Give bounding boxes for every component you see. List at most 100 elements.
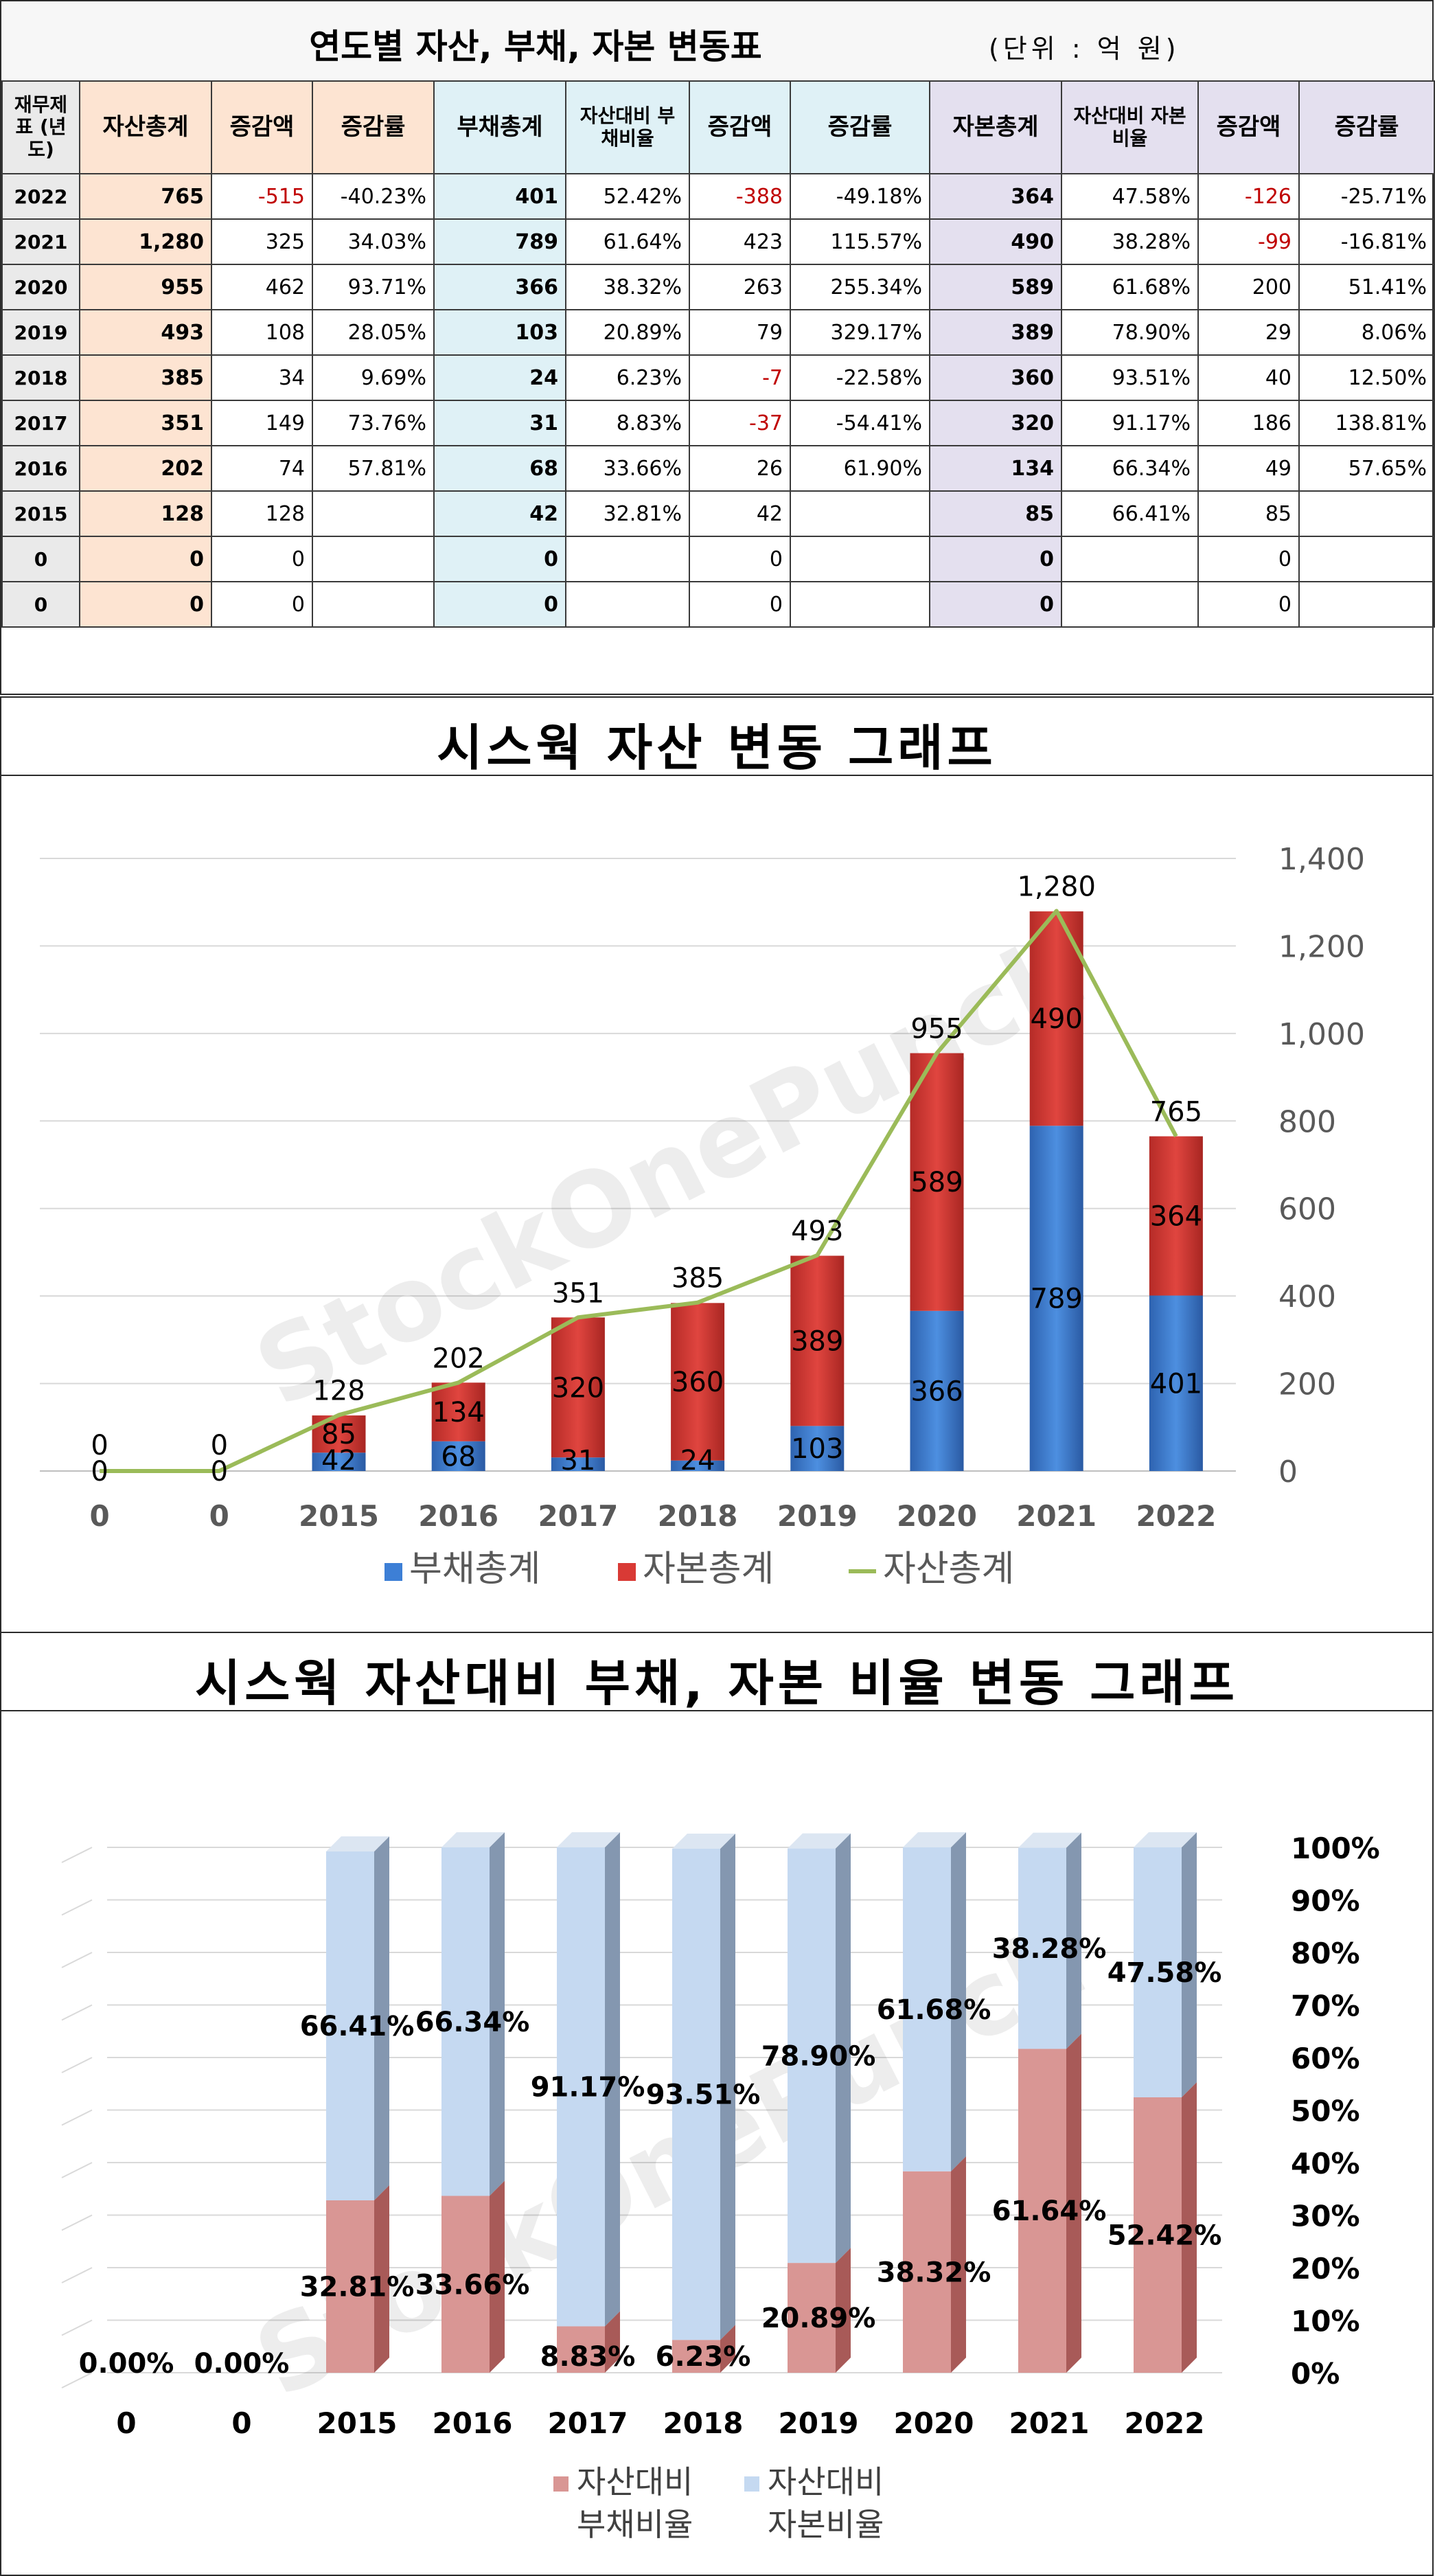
bar-debt-side — [1066, 2033, 1081, 2373]
y-tick-label: 800 — [1278, 1104, 1336, 1139]
y-tick-label: 70% — [1291, 1990, 1360, 2023]
cell-asset-change: 325 — [211, 218, 313, 265]
cell-debt-rate — [790, 490, 930, 537]
cell-debt-total: 103 — [433, 309, 566, 356]
cell-equity-total: 389 — [929, 309, 1062, 356]
cell-asset-change: 128 — [211, 490, 313, 537]
bar-debt-side — [1182, 2082, 1197, 2373]
bar-debt-side — [490, 2180, 505, 2373]
legend-swatch-equity-ratio — [744, 2476, 759, 2492]
ratio-chart-title: 시스웍 자산대비 부채, 자본 비율 변동 그래프 — [194, 1654, 1239, 1712]
cell-asset-rate: 93.71% — [312, 264, 435, 310]
line-asset-total — [100, 909, 1178, 1473]
cell-asset-rate: 34.03% — [312, 218, 435, 265]
x-tick-label: 2016 — [418, 1499, 498, 1533]
cell-debt-total: 0 — [433, 581, 566, 628]
cell-equity-change: 0 — [1197, 581, 1300, 628]
cell-debt-rate: 115.57% — [790, 218, 930, 265]
cell-year: 2016 — [1, 445, 80, 492]
cell-year: 0 — [1, 536, 80, 582]
data-label-equity: 389 — [791, 1325, 843, 1357]
y-tick-label: 80% — [1291, 1937, 1360, 1970]
cell-debt-ratio: 52.42% — [565, 173, 690, 220]
cell-debt-rate: 61.90% — [790, 445, 930, 492]
data-label-total: 955 — [910, 1014, 963, 1045]
bar-equity — [1149, 1136, 1203, 1296]
y-tick-label: 200 — [1278, 1367, 1336, 1402]
bar-debt-ratio — [557, 2326, 605, 2373]
cell-equity-rate: 51.41% — [1298, 264, 1435, 310]
cell-asset-rate: 57.81% — [312, 445, 435, 492]
bar-debt-ratio — [441, 2196, 490, 2373]
x-tick-label: 2015 — [299, 1499, 379, 1533]
y-tick-label: 60% — [1291, 2042, 1360, 2075]
x-tick-label: 2020 — [894, 2406, 974, 2440]
legend-swatch-debt — [384, 1563, 402, 1581]
cell-asset-change: 149 — [211, 400, 313, 446]
cell-asset-total: 0 — [79, 536, 212, 582]
cell-debt-ratio: 33.66% — [565, 445, 690, 492]
gridline-side — [61, 2057, 93, 2073]
financial-table: 재무제표 (년도) 자산총계 증감액 증감률 부채총계 자산대비 부채비율 증감… — [1, 80, 1435, 628]
cell-debt-change: 26 — [689, 445, 791, 492]
y-tick-label: 400 — [1278, 1279, 1336, 1314]
x-tick-label: 2018 — [663, 2406, 744, 2440]
cell-equity-change: 29 — [1197, 309, 1300, 356]
data-label-debt-ratio: 0.00% — [79, 2348, 174, 2380]
data-label-total: 493 — [791, 1216, 843, 1247]
header-asset-rate: 증감률 — [312, 80, 435, 174]
cell-debt-change: 263 — [689, 264, 791, 310]
data-label-debt: 68 — [441, 1441, 476, 1472]
table-row: 2015 128 128 42 32.81% 42 85 66.41% 85 — [1, 490, 1435, 537]
cell-asset-change: 0 — [211, 581, 313, 628]
y-tick-label: 1,200 — [1278, 929, 1365, 964]
cell-equity-ratio: 38.28% — [1061, 218, 1199, 265]
bar-equity-ratio — [1018, 1847, 1066, 2049]
data-label-debt: 401 — [1150, 1368, 1202, 1400]
cell-debt-total: 42 — [433, 490, 566, 537]
data-label-debt: 24 — [680, 1445, 715, 1477]
y-tick-label: 20% — [1291, 2252, 1360, 2286]
cell-debt-ratio: 8.83% — [565, 400, 690, 446]
y-tick-label: 30% — [1291, 2200, 1360, 2233]
cell-equity-rate: 138.81% — [1298, 400, 1435, 446]
data-label-debt-ratio: 32.81% — [300, 2272, 415, 2303]
cell-equity-rate — [1298, 536, 1435, 582]
bar-equity-top — [1134, 1832, 1197, 1847]
x-tick-label: 2022 — [1125, 2406, 1205, 2440]
cell-year: 2017 — [1, 400, 80, 446]
bar-debt-ratio — [1134, 2097, 1182, 2373]
data-label-total: 128 — [312, 1375, 365, 1406]
bar-debt-ratio — [903, 2171, 951, 2373]
data-label-debt-ratio: 0.00% — [194, 2348, 290, 2380]
header-equity-total: 자본총계 — [929, 80, 1062, 174]
cell-debt-rate: 329.17% — [790, 309, 930, 356]
bar-equity-ratio — [1134, 1847, 1182, 2097]
data-label-debt: 103 — [791, 1433, 843, 1465]
table-title: 연도별 자산, 부채, 자본 변동표 — [309, 27, 762, 67]
data-label-total: 385 — [671, 1263, 724, 1295]
cell-debt-total: 0 — [433, 536, 566, 582]
cell-debt-change: -7 — [689, 354, 791, 401]
x-tick-label: 2015 — [317, 2406, 398, 2440]
bar-debt — [312, 1452, 366, 1471]
asset-chart-title: 시스웍 자산 변동 그래프 — [437, 719, 997, 777]
cell-year: 2019 — [1, 309, 80, 356]
bar-debt-ratio — [326, 2200, 374, 2373]
bar-debt — [910, 1310, 964, 1471]
bar-debt — [671, 1460, 725, 1471]
y-tick-label: 0 — [1278, 1455, 1298, 1490]
gridline-side — [61, 1952, 93, 1968]
cell-equity-change: 40 — [1197, 354, 1300, 401]
bar-equity-side — [1182, 1832, 1197, 2097]
data-label-total: 0 — [91, 1430, 108, 1461]
cell-debt-total: 24 — [433, 354, 566, 401]
y-tick-label: 50% — [1291, 2095, 1360, 2128]
x-tick-label: 0 — [231, 2406, 251, 2440]
data-label-equity-ratio: 78.90% — [761, 2040, 876, 2072]
x-tick-label: 2017 — [548, 2406, 628, 2440]
data-label-equity-ratio: 61.68% — [877, 1994, 991, 2026]
cell-debt-ratio: 32.81% — [565, 490, 690, 537]
